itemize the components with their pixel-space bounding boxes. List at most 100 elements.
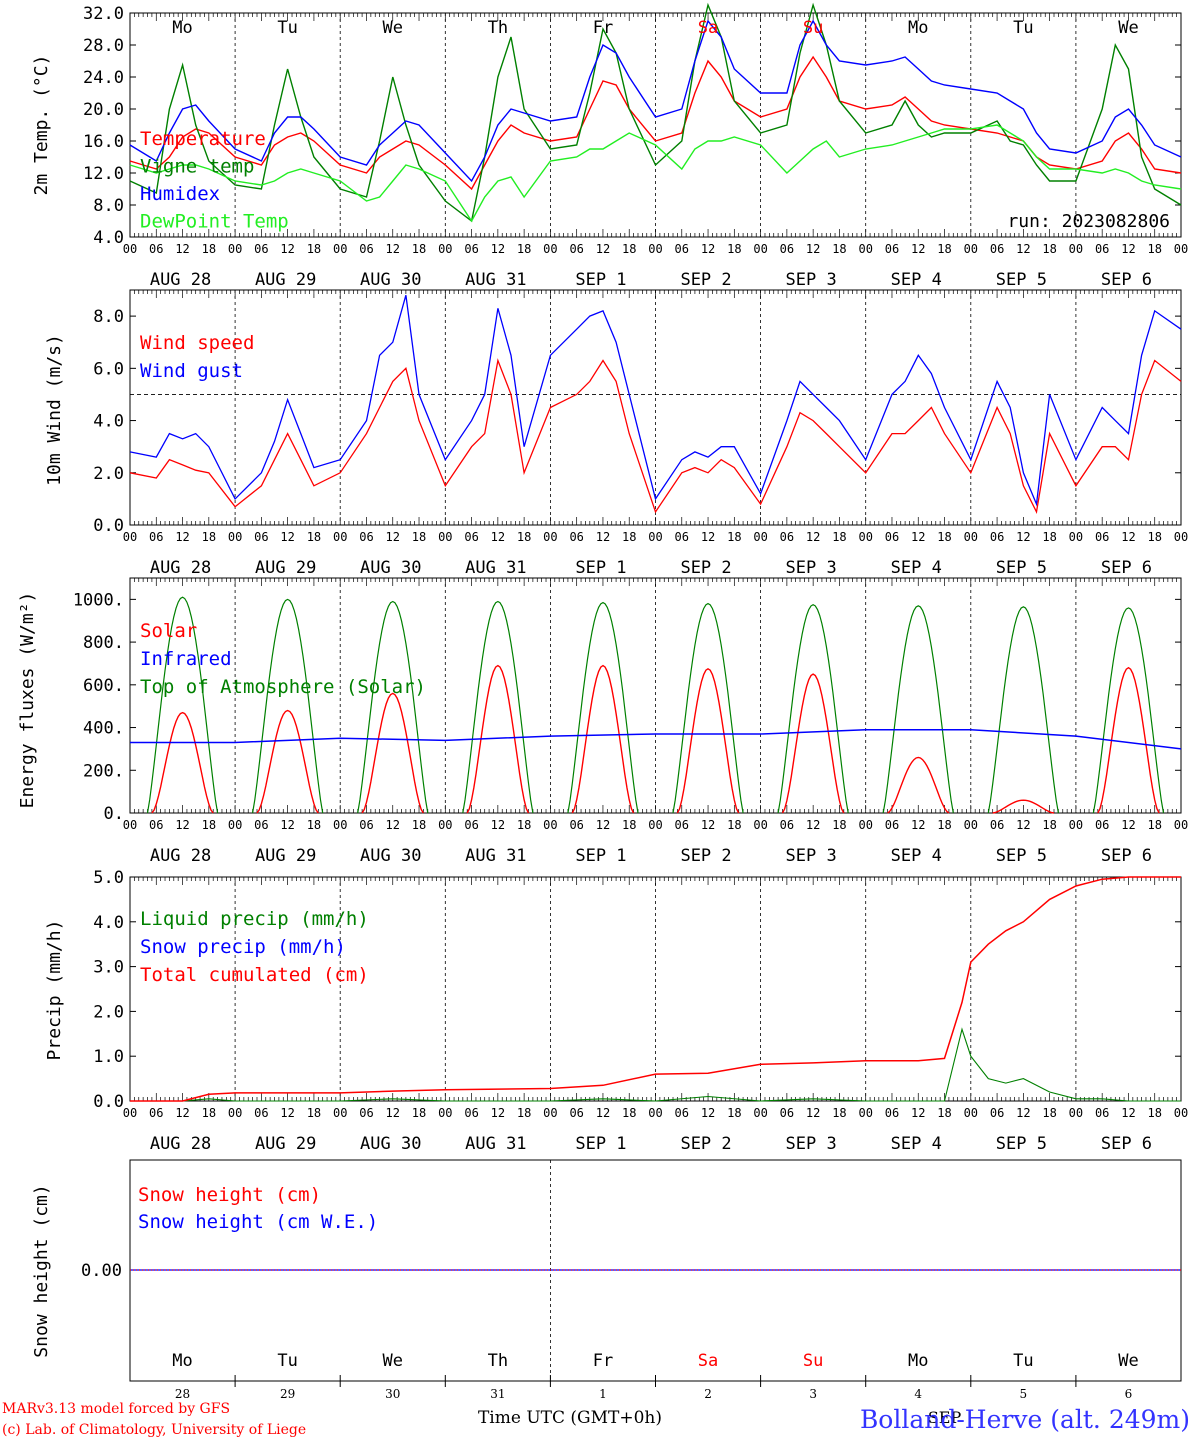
wind-hour-tick-label: 00 [648,530,662,544]
wind-hour-tick-label: 00 [228,530,242,544]
precip-date-label: SEP 4 [891,1134,942,1154]
energy-y-tick-label: 600. [83,676,124,696]
precip-hour-tick-label: 12 [386,1106,400,1120]
temp-hour-tick-label: 06 [990,242,1004,256]
precip-hour-tick-label: 06 [359,1106,373,1120]
energy-date-label: SEP 4 [891,846,942,866]
wind-hour-tick-label: 06 [464,530,478,544]
wind-hour-tick-label: 18 [1147,530,1161,544]
temp-weekday-label: Mo [908,18,928,38]
energy-hour-tick-label: 06 [569,818,583,832]
temp-hour-tick-label: 00 [858,242,872,256]
energy-hour-tick-label: 00 [228,818,242,832]
temp-y-tick-label: 4.0 [93,228,124,248]
energy-y-tick-label: 1000. [73,590,124,610]
energy-hour-tick-label: 12 [701,818,715,832]
temp-legend-entry: DewPoint Temp [140,211,289,233]
temp-hour-tick-label: 18 [202,242,216,256]
temp-y-axis-label: 2m Temp. (°C) [31,55,52,196]
temp-hour-tick-label: 18 [1147,242,1161,256]
energy-hour-tick-label: 12 [491,818,505,832]
wind-hour-tick-label: 18 [937,530,951,544]
precip-y-tick-label: 0.0 [93,1092,124,1112]
energy-date-label: AUG 29 [255,846,316,866]
wind-hour-tick-label: 06 [990,530,1004,544]
wind-hour-tick-label: 00 [858,530,872,544]
precip-hour-tick-label: 12 [1016,1106,1030,1120]
snow-day-number: 30 [385,1387,400,1401]
energy-legend-entry: Solar [140,620,197,642]
precip-hour-tick-label: 18 [412,1106,426,1120]
temp-hour-tick-label: 00 [964,242,978,256]
wind-hour-tick-label: 12 [175,530,189,544]
energy-toa-curve [1093,608,1163,813]
precip-hour-tick-label: 18 [307,1106,321,1120]
wind-hour-tick-label: 12 [911,530,925,544]
precip-y-tick-label: 3.0 [93,958,124,978]
energy-date-label: SEP 2 [680,846,731,866]
precip-hour-tick-label: 18 [1147,1106,1161,1120]
precip-hour-tick-label: 12 [911,1106,925,1120]
wind-hour-tick-label: 12 [386,530,400,544]
wind-hour-tick-label: 06 [254,530,268,544]
temp-date-label: AUG 31 [465,270,526,290]
temp-hour-tick-label: 12 [175,242,189,256]
wind-hour-tick-label: 00 [123,530,137,544]
energy-y-tick-label: 400. [83,719,124,739]
footer-station: Bolland-Herve (alt. 249m) [860,1405,1190,1434]
temp-hour-tick-label: 18 [517,242,531,256]
wind-hour-tick-label: 00 [438,530,452,544]
temp-hour-tick-label: 12 [280,242,294,256]
wind-hour-tick-label: 12 [1016,530,1030,544]
snow-day-number: 31 [490,1387,505,1401]
temp-weekday-label: Tu [277,18,297,38]
temp-hour-tick-label: 18 [622,242,636,256]
wind-hour-tick-label: 18 [202,530,216,544]
precip-legend-entry: Total cumulated (cm) [140,964,369,986]
wind-hour-tick-label: 06 [359,530,373,544]
wind-panel: 00 06 12 18 00 06 12 18 00 06 12 18 00 06 12 18 00 06 12 18… [44,290,1188,578]
temp-hour-tick-label: 06 [464,242,478,256]
energy-solar-curve [152,713,213,813]
energy-toa-curve [883,606,953,813]
energy-hour-tick-label: 12 [911,818,925,832]
temp-y-tick-label: 8.0 [93,196,124,216]
precip-hour-tick-label: 18 [202,1106,216,1120]
precip-date-label: SEP 1 [575,1134,626,1154]
temp-y-tick-label: 20.0 [83,100,124,120]
temp-hour-tick-label: 18 [1042,242,1056,256]
energy-date-label: SEP 6 [1101,846,1152,866]
temp-hour-tick-label: 06 [359,242,373,256]
temp-date-label: SEP 1 [575,270,626,290]
precip-hour-tick-label: 06 [464,1106,478,1120]
precip-hour-tick-label: 12 [175,1106,189,1120]
temp-y-tick-label: 16.0 [83,132,124,152]
energy-solar-curve [888,758,949,814]
precip-y-axis-label: Precip (mm/h) [44,920,65,1061]
precip-hour-tick-label: 12 [491,1106,505,1120]
wind-hour-tick-label: 00 [753,530,767,544]
energy-hour-tick-label: 06 [1095,818,1109,832]
precip-date-label: AUG 31 [465,1134,526,1154]
temp-legend-entry: Vigne temp [140,156,254,178]
temp-date-label: SEP 2 [680,270,731,290]
temp-hour-tick-label: 12 [806,242,820,256]
temp-weekday-label: Mo [172,18,192,38]
energy-hour-tick-label: 18 [1147,818,1161,832]
wind-hour-tick-label: 12 [806,530,820,544]
energy-hour-tick-label: 06 [885,818,899,832]
energy-hour-tick-label: 12 [596,818,610,832]
wind-y-tick-label: 4.0 [93,412,124,432]
precip-hour-tick-label: 18 [1042,1106,1056,1120]
wind-hour-tick-label: 06 [885,530,899,544]
precip-hour-tick-label: 06 [1095,1106,1109,1120]
wind-hour-tick-label: 18 [412,530,426,544]
precip-y-tick-label: 1.0 [93,1047,124,1067]
energy-hour-tick-label: 18 [307,818,321,832]
energy-date-label: AUG 28 [150,846,211,866]
temp-weekday-label: Su [803,18,823,38]
snow-day-number: 1 [599,1387,607,1401]
precip-hour-tick-label: 18 [517,1106,531,1120]
snow-day-number: 5 [1020,1387,1028,1401]
energy-hour-tick-label: 18 [412,818,426,832]
